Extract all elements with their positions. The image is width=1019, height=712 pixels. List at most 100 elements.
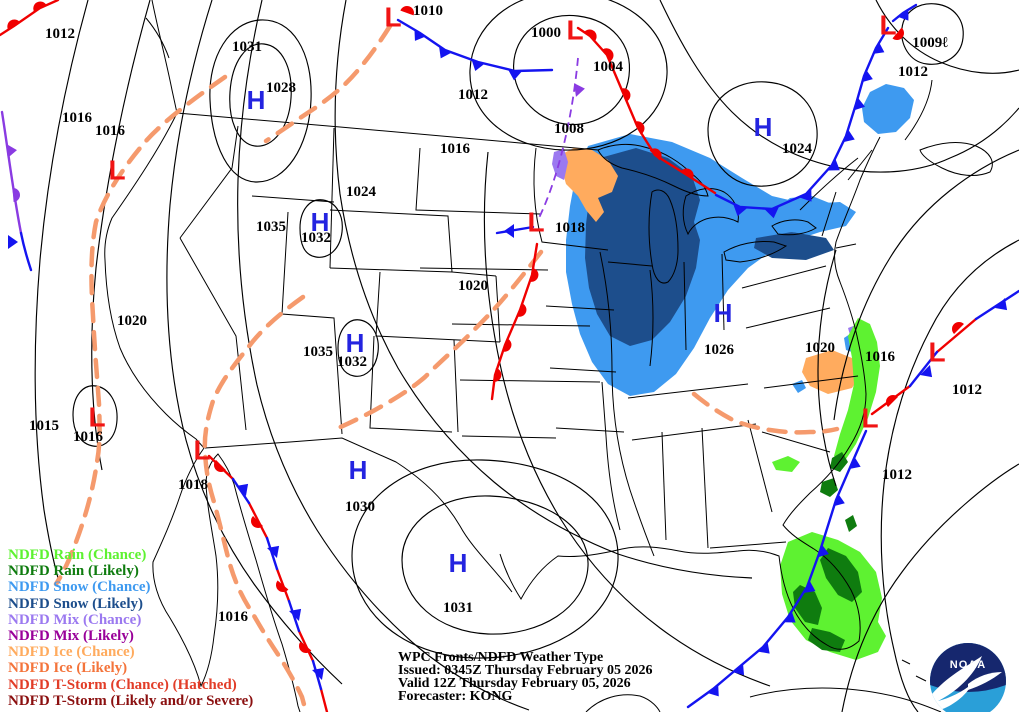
map-caption: WPC Fronts/NDFD Weather Type Issued: 034… (398, 650, 653, 704)
pressure-label: 1016 (73, 429, 104, 445)
legend-item: NDFD Mix (Likely) (8, 628, 134, 645)
pressure-label: 1012 (952, 382, 982, 398)
precip-layer (552, 84, 914, 660)
pressure-label: 1016 (440, 141, 471, 157)
snow-chance-area-quebec (862, 84, 914, 134)
legend-item: NDFD Ice (Chance) (8, 644, 135, 661)
legend-item: NDFD Snow (Chance) (8, 579, 151, 596)
bahamas (901, 659, 927, 682)
cold-front-northeast (714, 26, 890, 219)
legend-item: NDFD T-Storm (Likely and/or Severe) (8, 692, 254, 709)
state-borders (179, 125, 873, 593)
nova-scotia (919, 142, 993, 176)
pressure-label: 1018 (555, 220, 585, 236)
high-center-symbol: H (714, 298, 733, 328)
pressure-label: 1030 (345, 499, 375, 515)
caption-title: WPC Fronts/NDFD Weather Type (398, 650, 604, 665)
pressure-label: 1020 (117, 313, 147, 329)
pressure-label: 1018 (178, 477, 208, 493)
pressure-label: 1032 (337, 354, 367, 370)
pressure-label: 1035 (256, 219, 286, 235)
legend-item: NDFD Mix (Chance) (8, 611, 142, 628)
rain-chance-area-carolinas (834, 318, 880, 462)
pressure-label: 1012 (458, 87, 488, 103)
cold-front-montana (396, 18, 554, 81)
pressure-label: 1028 (266, 80, 296, 96)
warm-front-manitoba (576, 26, 717, 195)
pressure-label: 1024 (782, 141, 813, 157)
mix-chance-area-minnesota (552, 149, 568, 180)
canada-border (176, 112, 599, 151)
precip-legend: NDFD Rain (Chance) NDFD Rain (Likely) NDFD… (8, 547, 253, 709)
snow-chance-dot (792, 380, 806, 393)
pressure-label: 1012 (898, 64, 928, 80)
pressure-labels-layer: 1012 1016 1016 1031 1028 1010 1000 1004 1012 1008… (29, 3, 982, 625)
pressure-label: 1016 (62, 110, 93, 126)
low-center-symbol: L (928, 337, 945, 368)
trough-virginia (691, 391, 840, 435)
legend-item: NDFD Snow (Likely) (8, 595, 144, 612)
pressure-label: 1024 (346, 184, 377, 200)
cuba-coast (749, 687, 942, 712)
trough-northern-rockies (263, 23, 393, 144)
low-center-symbol: L (527, 207, 544, 238)
pressure-label: 1035 (303, 344, 333, 360)
maritimes-coast (904, 79, 933, 141)
cold-front-northeast-tail (891, 3, 918, 23)
legend-item: NDFD Rain (Likely) (8, 563, 139, 580)
pressure-label: 1012 (45, 26, 75, 42)
low-center-symbol: L (193, 435, 210, 466)
low-center-symbol: L (861, 403, 878, 434)
caption-forecaster: Forecaster: KONG (398, 689, 513, 704)
pressure-label: 1004 (593, 59, 624, 75)
low-center-symbol: L (108, 155, 125, 186)
pressure-label: 1032 (301, 230, 331, 246)
occluded-front-pacific (0, 110, 23, 235)
long-island (835, 243, 857, 249)
pressure-label: 1020 (458, 278, 488, 294)
pressure-label: 1015 (29, 418, 59, 434)
seagull-wing (968, 672, 1002, 690)
pressure-label: 1020 (805, 340, 835, 356)
lake-michigan (648, 189, 679, 284)
pacific-coastline (104, 0, 301, 712)
snow-likely-area-greatlakes (585, 148, 700, 346)
cold-front-stub-minnesota (495, 225, 535, 235)
low-center-symbol: L (88, 402, 105, 433)
warm-front-northwest (0, 0, 60, 37)
low-center-symbol: L (566, 15, 583, 46)
pressure-label: 1026 (704, 342, 735, 358)
purple-trough-minnesota (537, 57, 579, 221)
pressure-label: 1010 (413, 3, 443, 19)
pressure-label: 1000 (531, 25, 561, 41)
cold-front-florida (686, 429, 868, 709)
cold-front-pacific-tail (19, 231, 33, 272)
legend-item: NDFD T-Storm (Chance) (Hatched) (8, 676, 237, 693)
low-center-symbol: L (879, 10, 896, 41)
pressure-centers-layer: H H H H H H H L L L L L L L L L (88, 2, 945, 579)
pressure-label: 1012 (882, 467, 912, 483)
lake-ontario (771, 219, 817, 236)
pressure-label: 1031 (443, 600, 473, 616)
high-center-symbol: H (247, 85, 266, 115)
stationary-front-atlantic (870, 289, 1019, 416)
pressure-label: 1016 (218, 609, 249, 625)
caption-valid: Valid 12Z Thursday February 05, 2026 (398, 676, 631, 691)
pressure-label: 1016 (865, 349, 896, 365)
low-center-symbol: L (384, 2, 401, 33)
high-center-symbol: H (311, 207, 330, 237)
stationary-front-mexico (207, 454, 330, 712)
rain-likely-blob-3 (845, 515, 857, 532)
legend-item: NDFD Ice (Likely) (8, 660, 128, 677)
caption-issued: Issued: 0345Z Thursday February 05 2026 (398, 663, 653, 678)
rain-chance-dot-inland (772, 456, 800, 472)
ice-chance-area-virginia (802, 350, 862, 394)
high-center-symbol: H (754, 112, 773, 142)
pressure-label: 1009ℓ (912, 35, 948, 51)
high-center-symbol: H (346, 328, 365, 358)
lake-erie (723, 241, 788, 263)
pressure-label: 1008 (554, 121, 584, 137)
